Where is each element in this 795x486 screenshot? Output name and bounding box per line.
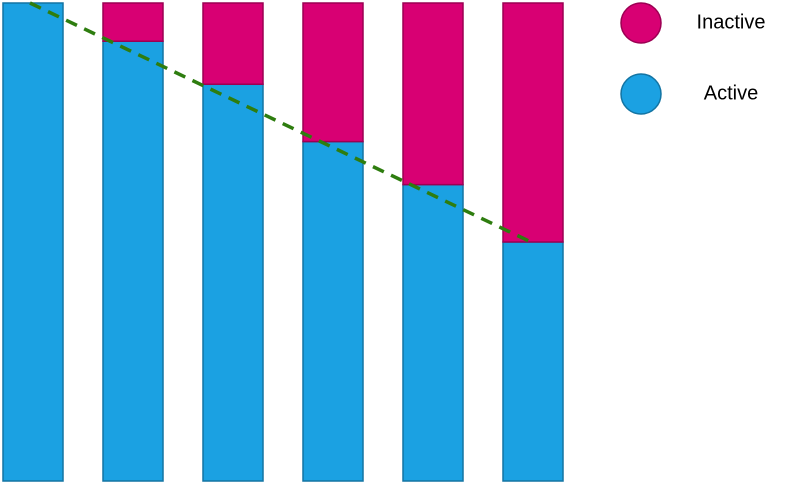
legend-label: Active — [704, 82, 758, 104]
bar-segment — [502, 241, 564, 482]
legend-swatch — [620, 2, 662, 44]
bar-segment — [302, 2, 364, 143]
bar-segment — [402, 183, 464, 482]
bar-segment — [102, 40, 164, 482]
bar-segment — [302, 140, 364, 482]
bar-segment — [402, 2, 464, 186]
bar-segment — [102, 2, 164, 42]
bar-segment — [2, 2, 64, 482]
bar-segment — [202, 83, 264, 482]
legend-swatch — [620, 73, 662, 115]
legend-label: Inactive — [697, 11, 766, 33]
bar-segment — [502, 2, 564, 243]
bar-segment — [202, 2, 264, 86]
trend-line — [29, 1, 532, 244]
